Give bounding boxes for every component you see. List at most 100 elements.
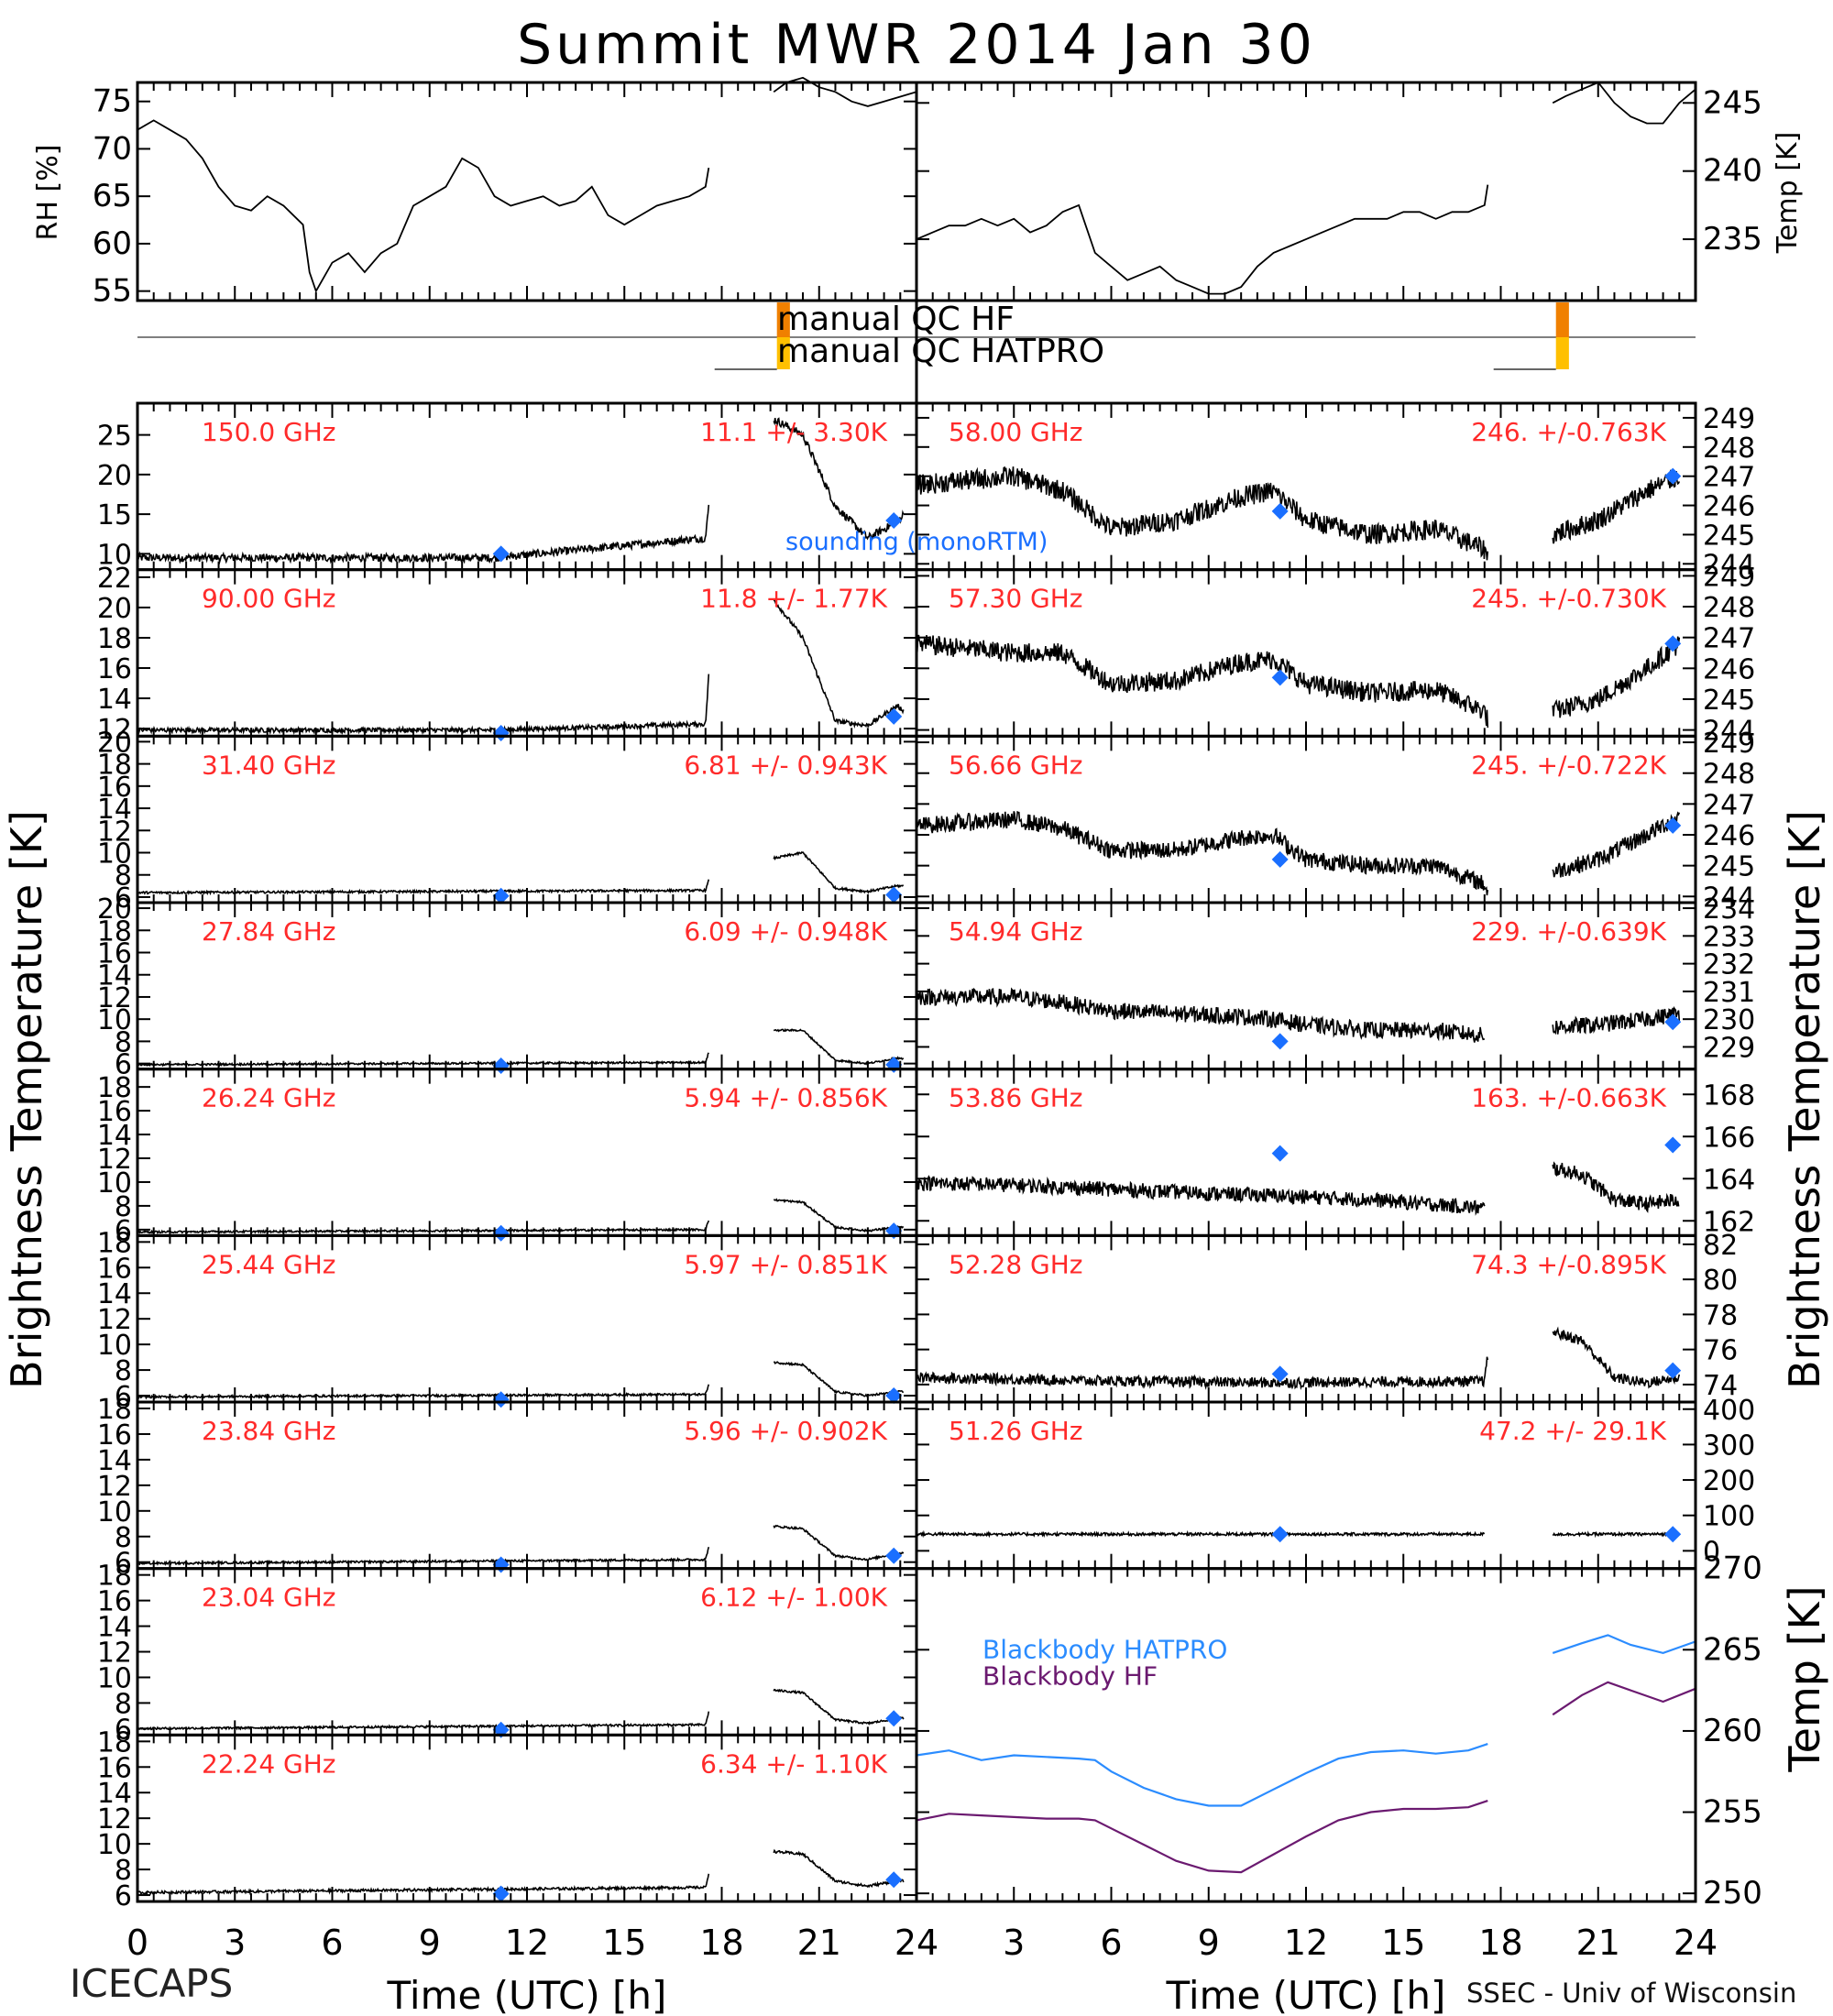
left-ch-ytick-label: 12 <box>97 1638 132 1670</box>
sounding-marker <box>492 1224 510 1242</box>
right-channel-series <box>916 1326 1681 1391</box>
channel-stat-label: 229. +/-0.639K <box>1471 916 1666 947</box>
channel-stat-label: 5.96 +/- 0.902K <box>684 1416 887 1446</box>
channel-freq-label: 23.04 GHz <box>202 1583 336 1613</box>
x-axis-label-left: Time (UTC) [h] <box>387 1973 667 2016</box>
right-ch-ytick-label: 300 <box>1703 1430 1755 1462</box>
left-y-axis-title: Brightness Temperature [K] <box>2 810 51 1389</box>
x-tick-label: 6 <box>321 1923 343 1963</box>
left-ch-ytick-label: 8 <box>115 1855 132 1887</box>
sounding-marker <box>1271 1526 1289 1543</box>
left-ch-ytick-label: 20 <box>97 727 132 759</box>
channel-freq-label: 58.00 GHz <box>949 417 1083 447</box>
right-channel-series <box>916 1529 1680 1539</box>
left-ch-ytick-label: 18 <box>97 915 132 948</box>
channel-freq-label: 26.24 GHz <box>202 1083 336 1113</box>
channel-stat-label: 245. +/-0.730K <box>1471 584 1666 614</box>
channel-freq-label: 25.44 GHz <box>202 1249 336 1279</box>
left-ch-ytick-label: 6 <box>115 1880 132 1912</box>
channel-freq-label: 22.24 GHz <box>202 1748 336 1779</box>
footer-ssec: SSEC - Univ of Wisconsin <box>1466 1978 1797 2009</box>
right-ch-ytick-label: 76 <box>1703 1335 1738 1367</box>
left-ch-ytick-label: 18 <box>97 1227 132 1259</box>
channel-stat-label: 74.3 +/-0.895K <box>1471 1249 1666 1279</box>
left-ch-ytick-label: 22 <box>97 563 132 595</box>
left-ch-ytick-label: 16 <box>97 1586 132 1618</box>
sounding-marker <box>885 886 903 904</box>
sounding-marker <box>885 512 903 530</box>
left-ch-ytick-label: 6 <box>115 1215 132 1247</box>
x-tick-label: 18 <box>699 1923 743 1963</box>
left-channel-series <box>137 1361 905 1400</box>
x-tick-label: 12 <box>505 1923 549 1963</box>
left-ch-ytick-label: 6 <box>115 1548 132 1580</box>
footer-icecaps: ICECAPS <box>70 1961 234 2006</box>
left-ch-ytick-label: 16 <box>97 1096 132 1128</box>
chart-title: Summit MWR 2014 Jan 30 <box>517 13 1316 77</box>
left-ch-ytick-label: 10 <box>97 1829 132 1861</box>
right-ch-ytick-label: 244 <box>1703 882 1755 914</box>
left-ch-ytick-label: 8 <box>115 1191 132 1223</box>
left-ch-ytick-label: 10 <box>97 1004 132 1036</box>
left-channel-series <box>137 1848 905 1896</box>
left-ch-ytick-label: 16 <box>97 772 132 804</box>
left-channel-series <box>137 850 905 896</box>
right-channel-series <box>916 1161 1680 1216</box>
right-y-axis-title-lower: Temp [K] <box>1780 1585 1829 1772</box>
left-ch-ytick-label: 12 <box>97 816 132 848</box>
channel-freq-label: 23.84 GHz <box>202 1416 336 1446</box>
left-ch-ytick-label: 20 <box>97 593 132 625</box>
right-ch-ytick-label: 247 <box>1703 623 1755 655</box>
left-ch-ytick-label: 16 <box>97 1419 132 1452</box>
left-ch-ytick-label: 18 <box>97 1561 132 1593</box>
temp-ytick-label: 235 <box>1703 221 1762 257</box>
left-ch-ytick-label: 14 <box>97 684 132 716</box>
channel-freq-label: 56.66 GHz <box>949 750 1083 780</box>
left-ch-ytick-label: 14 <box>97 1278 132 1310</box>
channel-stat-label: 246. +/-0.763K <box>1471 417 1666 447</box>
left-ch-ytick-label: 14 <box>97 1445 132 1477</box>
channel-stat-label: 47.2 +/- 29.1K <box>1479 1416 1666 1446</box>
left-ch-ytick-label: 12 <box>97 1471 132 1503</box>
left-channel-series <box>137 1524 905 1567</box>
left-ch-ytick-label: 8 <box>115 1355 132 1387</box>
x-tick-label: 3 <box>224 1923 246 1963</box>
sounding-marker <box>1664 1526 1682 1543</box>
x-tick-label: 12 <box>1284 1923 1328 1963</box>
sounding-marker <box>1664 1136 1682 1154</box>
right-ch-ytick-label: 247 <box>1703 789 1755 821</box>
sounding-marker <box>1664 467 1682 485</box>
channel-stat-label: 5.97 +/- 0.851K <box>684 1249 887 1279</box>
sounding-marker <box>492 887 510 904</box>
left-ch-ytick-label: 18 <box>97 1726 132 1759</box>
temp-ytick-label: 240 <box>1703 153 1762 190</box>
sounding-marker <box>1271 1145 1289 1162</box>
blackbody-line-late <box>1552 1681 1696 1716</box>
channel-freq-label: 27.84 GHz <box>202 916 336 947</box>
legend-blackbody-hatpro: Blackbody HATPRO <box>982 1635 1227 1665</box>
rh-ytick-label: 65 <box>93 178 132 214</box>
sounding-marker <box>492 545 510 563</box>
right-ch-ytick-label: 234 <box>1703 893 1755 926</box>
left-ch-ytick-label: 10 <box>97 1167 132 1200</box>
temp-line <box>916 184 1489 295</box>
left-ch-ytick-label: 6 <box>115 1049 132 1081</box>
left-ch-ytick-label: 14 <box>97 1778 132 1810</box>
right-ch-ytick-label: 245 <box>1703 685 1755 717</box>
sounding-marker <box>492 1885 510 1902</box>
x-tick-label: 9 <box>1198 1923 1220 1963</box>
channel-stat-label: 245. +/-0.722K <box>1471 750 1666 780</box>
bb-ytick-label: 255 <box>1703 1794 1762 1831</box>
right-ch-ytick-label: 245 <box>1703 520 1755 552</box>
temp-line-late <box>1552 81 1696 125</box>
right-ch-ytick-label: 248 <box>1703 592 1755 624</box>
right-ch-ytick-label: 0 <box>1703 1536 1720 1568</box>
channel-freq-label: 31.40 GHz <box>202 750 336 780</box>
blackbody-panel <box>915 1567 1697 1903</box>
sounding-marker <box>1271 1365 1289 1383</box>
x-tick-label: 21 <box>1576 1923 1620 1963</box>
left-ch-ytick-label: 18 <box>97 1072 132 1104</box>
bb-ytick-label: 260 <box>1703 1713 1762 1749</box>
sounding-label: sounding (monoRTM) <box>785 528 1048 556</box>
right-ch-ytick-label: 246 <box>1703 653 1755 685</box>
